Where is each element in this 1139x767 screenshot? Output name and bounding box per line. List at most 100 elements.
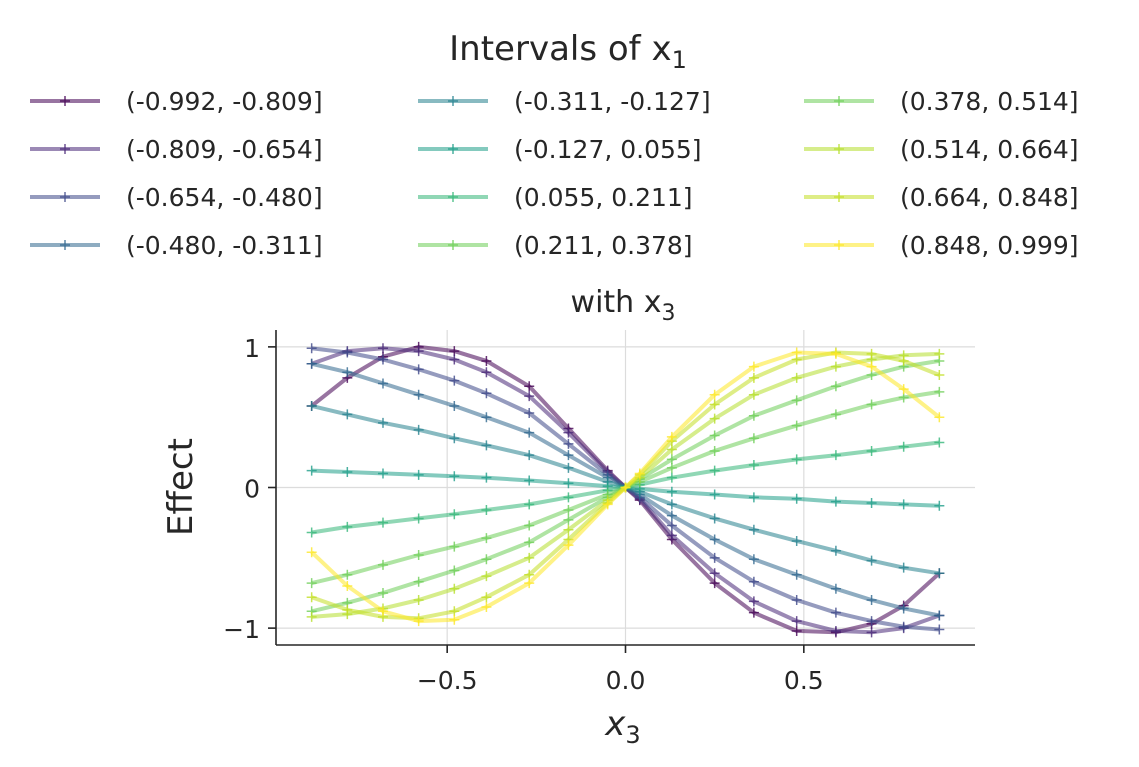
data-point [866,399,877,410]
data-point [791,535,802,546]
data-point [866,348,877,359]
data-point [709,430,720,441]
data-point [377,517,388,528]
data-point [413,364,424,375]
legend-item: (-0.809, -0.654] [30,135,323,164]
data-point [830,607,841,618]
data-point [709,513,720,524]
legend-item: (0.664, 0.848] [804,183,1079,212]
data-point [791,420,802,431]
data-point [563,505,574,515]
data-point [306,527,317,538]
data-point [791,372,802,383]
data-point [377,417,388,428]
legend-marker [60,240,70,250]
data-point [413,616,424,627]
data-point [634,468,645,479]
legend-label: (-0.127, 0.055] [514,135,702,164]
x-axis-label-base: x [604,704,626,744]
data-point [413,576,424,587]
legend-marker [834,96,844,106]
data-point [709,465,720,476]
data-point [830,496,841,507]
data-point [563,478,574,489]
data-point [898,384,909,395]
data-point [481,440,492,451]
data-point [377,468,388,479]
data-point [666,462,677,473]
data-point [934,500,945,511]
legend-title-sub: 1 [672,46,687,74]
data-point [898,562,909,573]
data-point [306,611,317,622]
data-point [377,378,388,389]
data-point [306,400,317,411]
plot-title: with x3 [571,285,676,326]
data-point [748,410,759,421]
data-point [898,355,909,366]
data-point [791,493,802,504]
legend-item: (-0.480, -0.311] [30,231,323,260]
data-point [866,361,877,372]
legend-item: (-0.992, -0.809] [30,87,323,116]
data-point [866,616,877,627]
data-point [830,583,841,594]
data-point [791,595,802,605]
data-point [709,389,720,400]
data-point [524,427,535,438]
data-point [413,513,424,524]
data-point [342,580,353,591]
legend-marker [834,192,844,202]
data-point [306,547,317,558]
data-point [524,552,535,563]
legend-label: (-0.311, -0.127] [514,87,711,116]
data-point [342,521,353,532]
data-point [666,472,677,483]
data-point [620,482,631,493]
data-point [866,497,877,508]
data-point [524,578,535,589]
legend-item: (0.055, 0.211] [418,183,693,212]
data-point [306,358,317,369]
data-point [342,367,353,378]
data-point [748,433,759,444]
data-point [563,492,574,503]
legend-label: (0.378, 0.514] [900,87,1079,116]
data-point [709,445,720,456]
plot-title-sub: 3 [661,301,675,326]
data-point [748,554,759,565]
data-point [709,578,720,589]
legend-item: (0.848, 0.999] [804,231,1079,260]
data-point [342,604,353,615]
data-point [934,437,945,448]
data-point [934,610,945,621]
data-point [709,568,720,579]
data-point [481,505,492,515]
data-point [830,348,841,359]
data-point [481,412,492,423]
data-point [449,346,460,357]
data-point [791,395,802,406]
legend-marker [448,240,458,250]
data-point [602,499,613,510]
legend-marker [834,144,844,154]
data-point [342,347,353,358]
data-point [830,545,841,556]
data-point [449,583,460,594]
data-point [377,606,388,617]
data-point [830,361,841,372]
data-point [449,565,460,576]
data-point [791,569,802,580]
data-point [449,433,460,444]
data-point [709,534,720,545]
data-point [748,596,759,607]
data-point [524,520,535,531]
data-point [709,552,720,563]
data-point [342,409,353,420]
data-point [748,492,759,503]
legend-marker [448,144,458,154]
data-point [449,606,460,617]
data-point [413,550,424,560]
data-point [666,486,677,497]
